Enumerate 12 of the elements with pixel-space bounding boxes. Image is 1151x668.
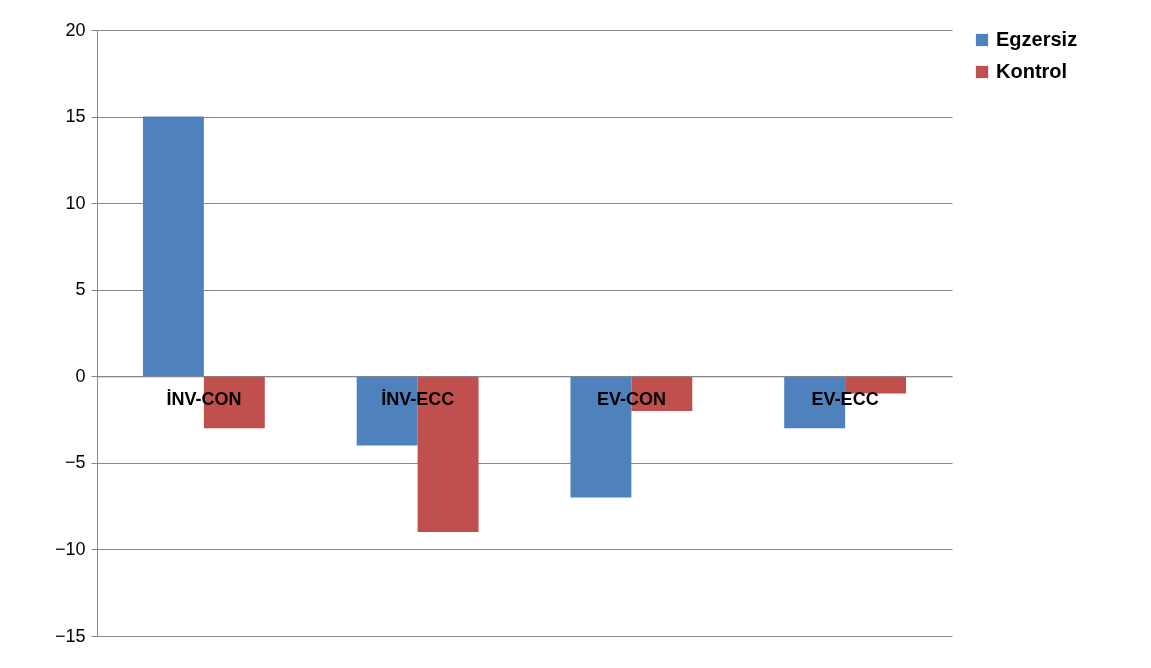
y-tick-label: 20 bbox=[65, 19, 86, 40]
y-tick-label: 15 bbox=[65, 106, 86, 127]
y-tick-label: −5 bbox=[64, 452, 86, 473]
y-tick-label: 0 bbox=[75, 365, 86, 386]
x-tick-label: EV-ECC bbox=[811, 388, 879, 409]
x-tick-label: İNV-CON bbox=[166, 388, 242, 409]
legend-label: Kontrol bbox=[996, 60, 1068, 82]
y-tick-label: 10 bbox=[65, 192, 86, 213]
y-tick-label: −15 bbox=[54, 625, 86, 646]
y-tick-label: −10 bbox=[54, 538, 86, 559]
y-tick-label: 5 bbox=[75, 279, 86, 300]
legend-label: Egzersiz bbox=[996, 28, 1078, 50]
